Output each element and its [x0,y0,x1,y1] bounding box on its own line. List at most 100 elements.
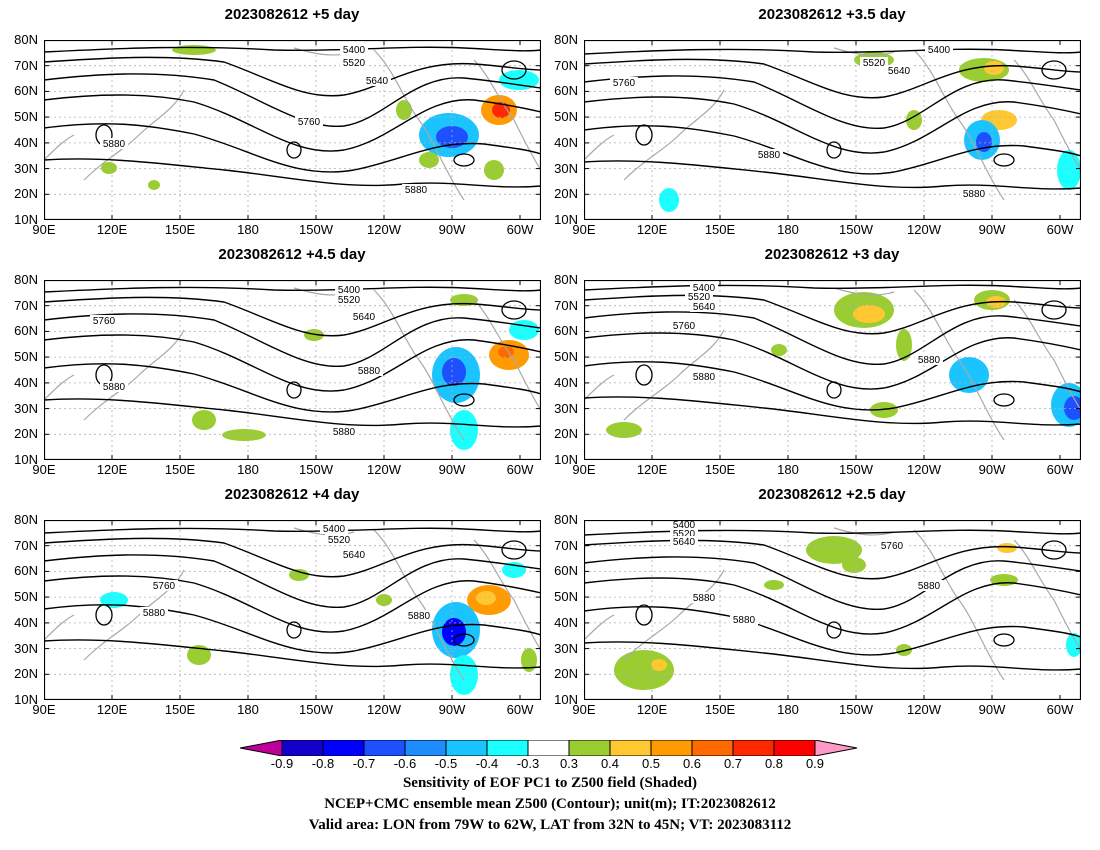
coastline [44,374,75,401]
contour-label-bg [670,520,698,530]
y-axis-label: 10N [554,692,578,707]
x-axis-label: 150E [164,222,196,237]
colorbar-segment [732,740,775,756]
closed-contour [95,604,113,626]
y-axis-label: 80N [14,32,38,47]
sensitivity-shading [492,102,510,118]
z500-contour [584,606,1081,656]
sensitivity-shading [896,644,912,656]
colorbar-segment [609,740,652,756]
contour-label: 5400 [693,283,716,294]
coastline [584,614,615,641]
y-axis-label: 60N [14,323,38,339]
colorbar-segment [322,740,365,756]
x-axis-label: 120E [636,702,668,717]
colorbar-label: -0.8 [311,756,335,771]
closed-contour [993,633,1015,647]
colorbar-segment [404,740,447,756]
contour-label-bg [90,315,118,326]
sensitivity-shading [984,61,1004,75]
closed-contour [501,300,527,320]
contour-label-bg [690,282,718,293]
contour-label: 5400 [323,524,346,535]
x-axis-label: 120E [96,222,128,237]
x-axis-label: 90W [438,222,466,237]
closed-contour [635,124,653,146]
contour-label: 5640 [343,550,366,561]
contour-label-bg [610,77,638,88]
contour-label-bg [405,610,433,621]
contour-label: 5880 [408,611,431,622]
y-axis-label: 50N [554,349,578,365]
colorbar [240,740,858,756]
colorbar-segment [281,740,324,756]
x-axis-label: 90E [572,702,596,717]
contour-label-bg [295,116,323,127]
z500-contour [584,58,1081,99]
contour-label: 5400 [338,285,361,296]
colorbar-label: 0.6 [682,756,702,771]
x-axis-label: 150E [704,462,736,477]
z500-contour [584,48,1081,55]
closed-contour [826,381,842,399]
coastline [623,569,725,661]
z500-contour [584,361,1081,411]
closed-contour [501,540,527,560]
sensitivity-shading [450,294,478,306]
x-axis-label: 150W [299,462,333,477]
y-axis-label: 40N [554,374,578,390]
sensitivity-shading [476,591,496,605]
colorbar-label: 0.8 [764,756,784,771]
sensitivity-shading [450,410,478,450]
contour-label: 5760 [93,316,116,327]
x-axis-label: 180 [237,702,259,717]
y-axis-label: 30N [14,400,38,416]
z500-contour [584,160,1081,190]
colorbar-segment [773,740,816,756]
contour-label-bg [320,523,348,534]
contour-label: 5880 [758,150,781,161]
z500-contour [584,125,1081,175]
contour-label: 5880 [103,139,126,150]
contour-label: 5640 [353,312,376,323]
x-axis-label: 60W [1046,702,1074,717]
x-axis-label: 90W [438,462,466,477]
contour-label: 5880 [918,581,941,592]
y-axis-label: 40N [14,614,38,630]
contour-label: 5880 [103,382,126,393]
z500-contour [44,56,541,97]
contour-label: 5760 [298,117,321,128]
x-axis-label: 150E [704,222,736,237]
contour-label: 5880 [733,615,756,626]
y-axis-label: 80N [554,272,578,287]
y-axis-label: 10N [14,452,38,467]
y-axis-label: 50N [14,109,38,125]
y-axis-label: 80N [14,272,38,287]
contour-label-bg [690,592,718,603]
y-axis-label: 30N [14,160,38,176]
x-axis-label: 150W [299,222,333,237]
colorbar-label: -0.3 [516,756,540,771]
coastline [1013,539,1081,651]
y-axis-label: 60N [554,323,578,339]
x-axis-label: 90E [32,702,56,717]
colorbar-label: -0.7 [352,756,376,771]
contour-label: 5520 [338,295,361,306]
y-axis-label: 40N [554,134,578,150]
x-axis-label: 180 [777,222,799,237]
x-axis-label: 120E [96,462,128,477]
colorbar-label: -0.5 [434,756,458,771]
z500-contour [44,46,541,53]
z500-contour [44,639,541,669]
contour-label: 5760 [613,78,636,89]
contour-label: 5640 [888,66,911,77]
x-axis-label: 150E [164,462,196,477]
contour-label: 5640 [693,302,716,313]
map-frame [584,520,1081,700]
sensitivity-shading [484,160,504,180]
contour-label-bg [140,607,168,618]
sensitivity-shading [187,645,211,665]
y-axis-label: 10N [14,692,38,707]
x-axis-label: 90W [978,222,1006,237]
